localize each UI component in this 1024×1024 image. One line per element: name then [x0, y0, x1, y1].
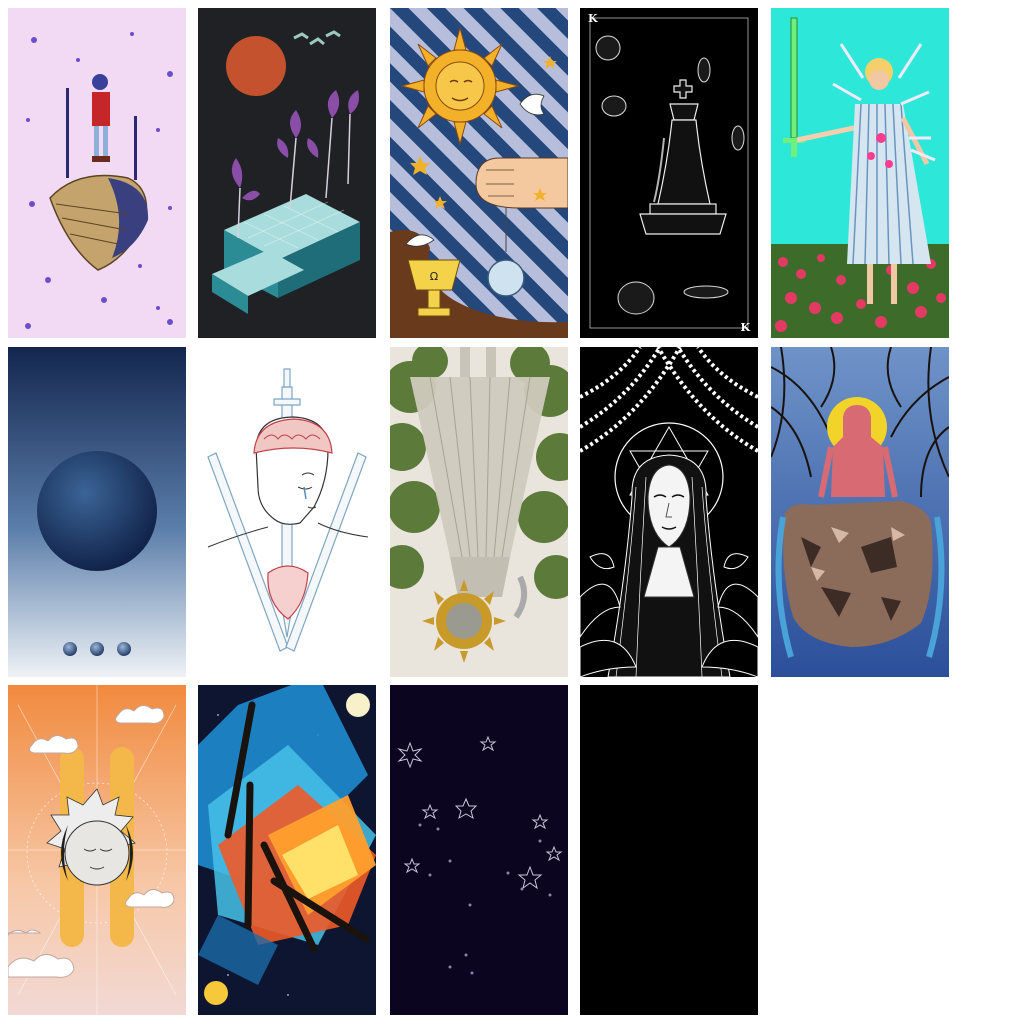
corner-label-top: K — [588, 12, 598, 25]
sun-face-dove-fist-chalice-icon: Ω — [390, 8, 568, 338]
orange-sun-and-purple-plants-icon — [198, 8, 376, 338]
upside-down-figure-card[interactable] — [390, 347, 568, 677]
chess-king-card[interactable]: K K — [580, 8, 758, 338]
sun-moon-clouds-card[interactable] — [8, 685, 186, 1015]
black-card[interactable] — [580, 685, 758, 1015]
inverted-figure-with-sun-icon — [390, 347, 568, 677]
wands-card[interactable] — [198, 685, 376, 1015]
colorful-wands-icon — [198, 685, 376, 1015]
woman-hexagram-card[interactable] — [580, 347, 758, 677]
night-stars-card[interactable] — [390, 685, 568, 1015]
chess-king-piece-icon — [580, 8, 758, 338]
head-with-swords-card[interactable] — [198, 347, 376, 677]
head-brain-three-swords-icon — [198, 347, 376, 677]
sun-moon-faces-and-clouds-icon — [8, 685, 186, 1015]
sun-dove-chalice-card[interactable]: Ω — [390, 8, 568, 338]
blue-orb-with-three-dots-icon — [8, 347, 186, 677]
woman-with-green-sword-icon — [771, 8, 949, 338]
isometric-plants-card[interactable] — [198, 8, 376, 338]
svg-text:Ω: Ω — [430, 270, 438, 283]
red-figure-on-rocks-icon — [771, 347, 949, 677]
corner-label-bottom: K — [740, 321, 750, 334]
woman-with-hexagram-halo-icon — [580, 347, 758, 677]
constellation-stars-icon — [390, 685, 568, 1015]
woman-with-swords-card[interactable] — [771, 8, 949, 338]
floating-island-card[interactable] — [8, 8, 186, 338]
dark-orb-card[interactable] — [8, 347, 186, 677]
floating-island-with-figure-icon — [8, 8, 186, 338]
blank-black-icon — [580, 685, 758, 1015]
red-figure-rocks-card[interactable] — [771, 347, 949, 677]
